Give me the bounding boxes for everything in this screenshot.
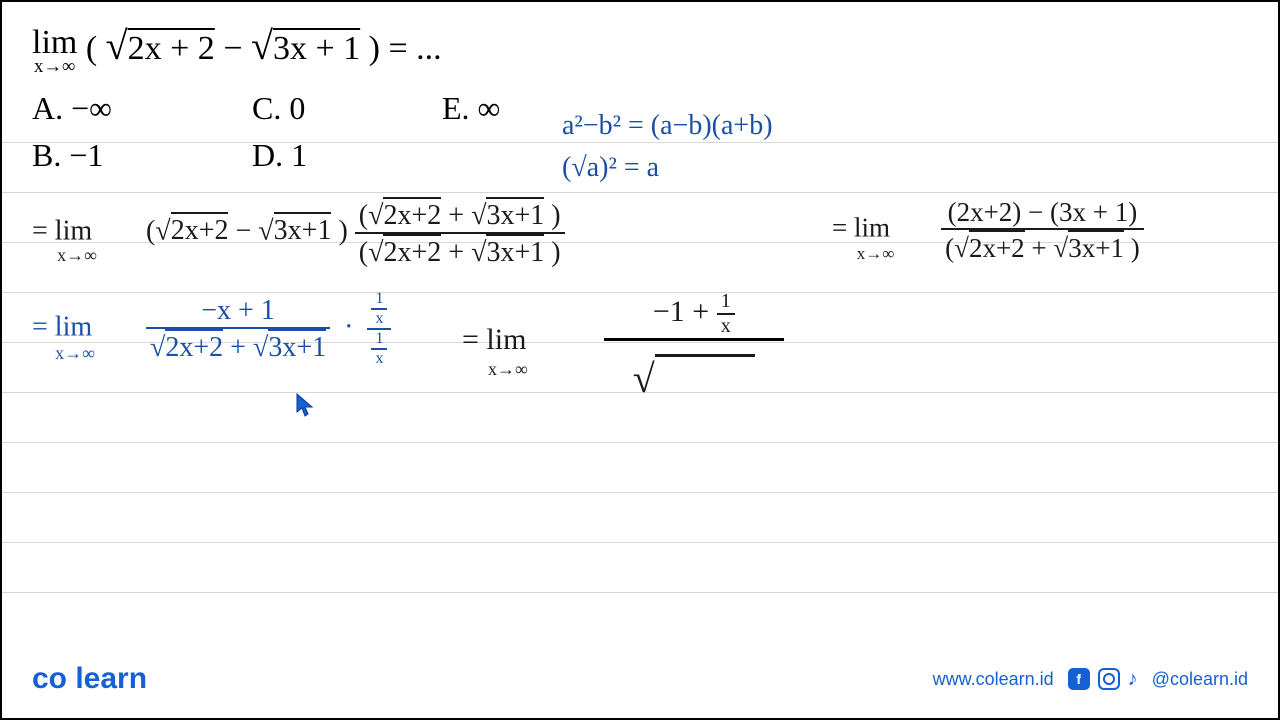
step1-rad1: 2x+2 xyxy=(171,212,229,247)
open-paren: ( xyxy=(86,30,97,67)
option-e: E. ∞ xyxy=(442,90,500,127)
option-b: B. −1 xyxy=(32,137,182,174)
footer-url: www.colearn.id xyxy=(933,669,1054,690)
identity-1: a²−b² = (a−b)(a+b) xyxy=(562,110,773,142)
tiktok-icon: ♪ xyxy=(1128,668,1138,691)
step1b-num: (2x+2) − (3x + 1) xyxy=(941,197,1144,230)
identity-2: (√a)² = a xyxy=(562,152,659,184)
instagram-icon xyxy=(1098,668,1120,690)
step3: = lim x→∞ −1 + 1x √ xyxy=(462,290,784,394)
radicand-1: 2x + 2 xyxy=(128,30,215,67)
lim-sub: x→∞ xyxy=(32,56,77,78)
social-icons: f ♪ xyxy=(1068,668,1138,691)
footer: co learn www.colearn.id f ♪ @colearn.id xyxy=(32,662,1248,696)
step1-prefix: = lim xyxy=(32,215,92,246)
step1b: = lim x→∞ (2x+2) − (3x + 1) (√2x+2 + √3x… xyxy=(832,197,1144,264)
minus: − xyxy=(223,30,251,67)
close-eq: ) = ... xyxy=(369,30,442,67)
option-c: C. 0 xyxy=(252,90,372,127)
brand-logo: co learn xyxy=(32,662,147,696)
cursor-icon xyxy=(295,392,315,418)
facebook-icon: f xyxy=(1068,668,1090,690)
step2: = lim x→∞ −x + 1 √2x+2 + √3x+1 · 1x 1x xyxy=(32,290,391,368)
radicand-2: 3x + 1 xyxy=(273,30,360,67)
step2-num: −x + 1 xyxy=(146,295,330,329)
step1: = lim x→∞ (√2x+2 − √3x+1 ) (√2x+2 + √3x+… xyxy=(32,197,565,269)
step1-sub: x→∞ xyxy=(57,245,97,265)
option-d: D. 1 xyxy=(252,137,307,174)
footer-handle: @colearn.id xyxy=(1152,669,1248,690)
option-a: A. −∞ xyxy=(32,90,182,127)
step1-rad2: 3x+1 xyxy=(274,212,332,247)
question-expression: lim x→∞ ( √2x + 2 − √3x + 1 ) = ... xyxy=(32,22,1248,78)
